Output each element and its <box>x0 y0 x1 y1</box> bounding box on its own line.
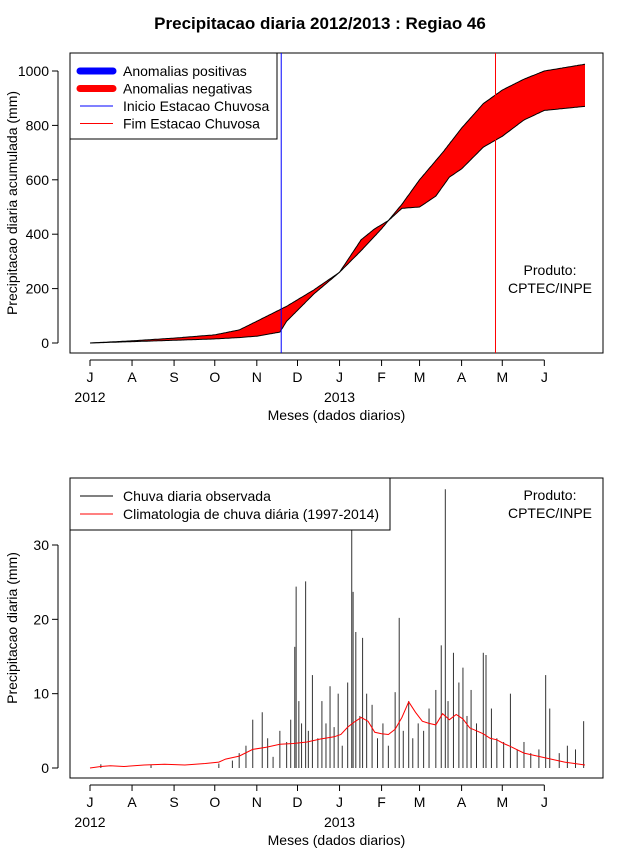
x-tick-label: J <box>541 369 548 385</box>
x-axis-title: Meses (dados diarios) <box>268 832 406 848</box>
legend-label: Chuva diaria observada <box>123 488 271 504</box>
y-axis-title: Precipitacao diaria acumulada (mm) <box>4 91 20 315</box>
y-tick-label: 200 <box>26 281 50 297</box>
x-tick-label: A <box>457 794 467 810</box>
y-tick-label: 1000 <box>18 63 49 79</box>
legend-box <box>69 52 278 140</box>
x-tick-label: O <box>209 794 220 810</box>
observed-cumulative-line <box>90 105 586 344</box>
y-tick-label: 0 <box>41 335 49 351</box>
x-tick-label: M <box>414 794 426 810</box>
annotation-line: CPTEC/INPE <box>508 280 592 296</box>
x-tick-label: N <box>252 369 262 385</box>
x-tick-label: A <box>127 794 137 810</box>
y-tick-label: 0 <box>41 760 49 776</box>
cumulative-panel: 0 200 400 600 800 1000 J A S O N D J F M A M J 2012 2013 Mes… <box>4 52 604 423</box>
chart-title: Precipitacao diaria 2012/2013 : Regiao 4… <box>154 14 486 33</box>
x-tick-label: J <box>87 369 94 385</box>
y-tick-label: 30 <box>33 537 49 553</box>
x-tick-label: O <box>209 369 220 385</box>
y-axis-title: Precipitacao diaria (mm) <box>4 552 20 704</box>
legend-label: Fim Estacao Chuvosa <box>123 116 260 132</box>
legend: Anomalias positivas Anomalias negativasIn… <box>69 52 278 140</box>
x-tick-label: M <box>414 369 426 385</box>
x-tick-label: D <box>292 794 302 810</box>
year-label: 2012 <box>74 814 105 830</box>
year-label: 2013 <box>324 814 355 830</box>
year-label: 2012 <box>74 389 105 405</box>
x-tick-label: J <box>336 369 343 385</box>
daily-panel: 0 10 20 30 J A S O N D J F M A M J 2012 2013 Meses (dados … <box>4 477 604 848</box>
legend-label: Climatologia de chuva diária (1997-2014) <box>123 506 379 522</box>
x-tick-label: N <box>252 794 262 810</box>
y-tick-label: 400 <box>26 226 50 242</box>
x-tick-label: A <box>127 369 137 385</box>
x-tick-label: J <box>87 794 94 810</box>
legend-label: Anomalias negativas <box>123 81 252 97</box>
x-tick-label: J <box>336 794 343 810</box>
x-tick-label: F <box>377 794 386 810</box>
y-tick-label: 600 <box>26 172 50 188</box>
annotation-line: CPTEC/INPE <box>508 505 592 521</box>
legend-label: Anomalias positivas <box>123 63 247 79</box>
y-tick-label: 20 <box>33 611 49 627</box>
x-tick-label: S <box>169 369 178 385</box>
y-tick-label: 10 <box>33 686 49 702</box>
x-tick-label: F <box>377 369 386 385</box>
x-axis-title: Meses (dados diarios) <box>268 407 406 423</box>
negative-anomaly-area <box>90 64 585 343</box>
legend-label: Inicio Estacao Chuvosa <box>123 98 270 114</box>
x-tick-label: S <box>169 794 178 810</box>
x-tick-label: A <box>457 369 467 385</box>
x-tick-label: M <box>496 369 508 385</box>
annotation-line: Produto: <box>524 262 577 278</box>
year-label: 2013 <box>324 389 355 405</box>
plot-frame <box>69 52 604 354</box>
x-tick-label: M <box>496 794 508 810</box>
climatology-daily-line <box>89 700 586 769</box>
observed-daily-series <box>100 489 585 768</box>
x-tick-label: D <box>292 369 302 385</box>
legend: Chuva diaria observada Climatologia de ch… <box>69 477 391 531</box>
x-tick-label: J <box>541 794 548 810</box>
legend-box <box>69 477 391 531</box>
annotation-line: Produto: <box>524 487 577 503</box>
y-tick-label: 800 <box>26 117 50 133</box>
